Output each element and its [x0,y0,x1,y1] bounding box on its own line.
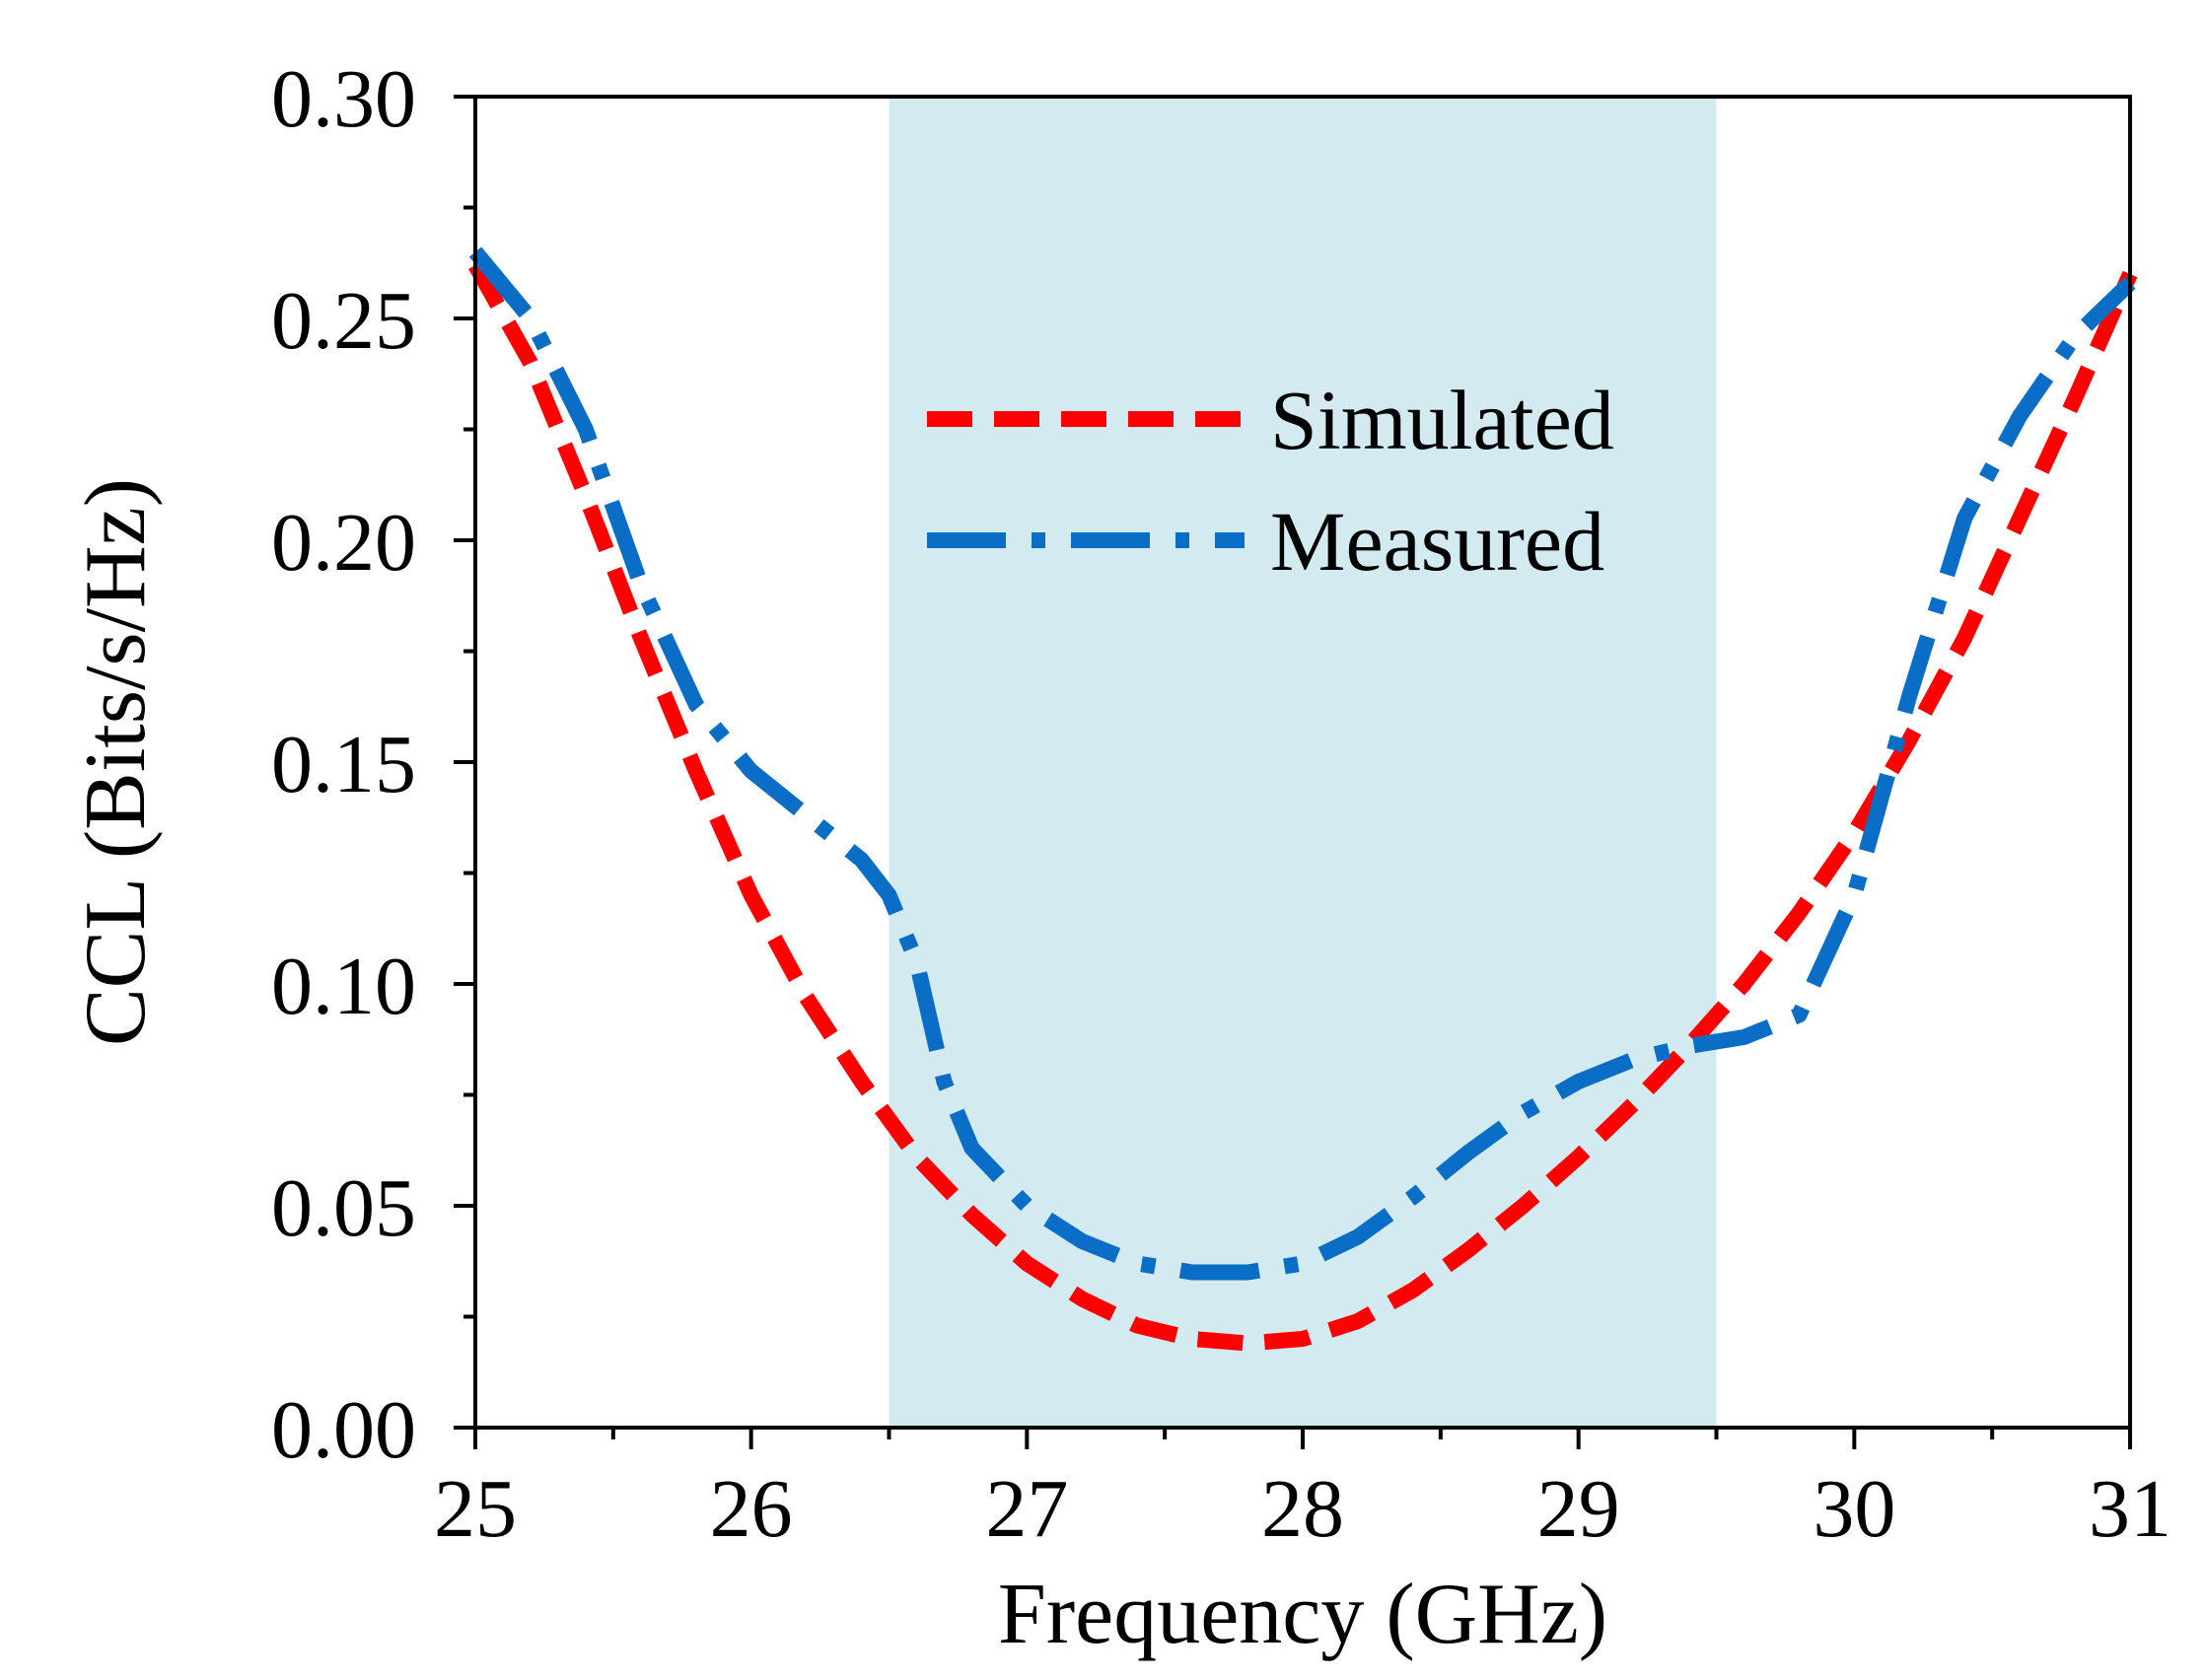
x-tick-label: 26 [710,1463,793,1555]
y-tick-label: 0.10 [271,941,416,1032]
x-tick-label: 31 [2089,1463,2171,1555]
ticks-layer [454,95,2132,1449]
x-tick-label: 28 [1261,1463,1344,1555]
x-tick-label: 30 [1813,1463,1895,1555]
tick-labels: 25 26 27 28 29 30 31 0.00 0.05 0.10 0.15 0.20 0.25 0.… [271,53,2171,1555]
legend-label-measured: Measured [1270,494,1604,589]
y-tick-label: 0.00 [271,1384,416,1476]
x-tick-label: 29 [1537,1463,1620,1555]
y-tick-label: 0.25 [271,275,416,367]
x-tick-label: 25 [434,1463,517,1555]
y-tick-label: 0.05 [271,1162,416,1254]
x-axis-title: Frequency (GHz) [998,1567,1607,1662]
y-axis-title: CCL (Bits/s/Hz) [68,478,164,1046]
x-tick-label: 27 [985,1463,1068,1555]
legend: Simulated Measured [927,373,1614,589]
highlight-band [889,97,1717,1428]
series-layer [468,246,2138,1352]
y-tick-label: 0.15 [271,719,416,810]
series-line-simulated [468,261,2138,1352]
legend-label-simulated: Simulated [1270,373,1614,467]
y-tick-label: 0.20 [271,497,416,589]
series-line-measured [468,246,2136,1281]
y-tick-label: 0.30 [271,53,416,145]
